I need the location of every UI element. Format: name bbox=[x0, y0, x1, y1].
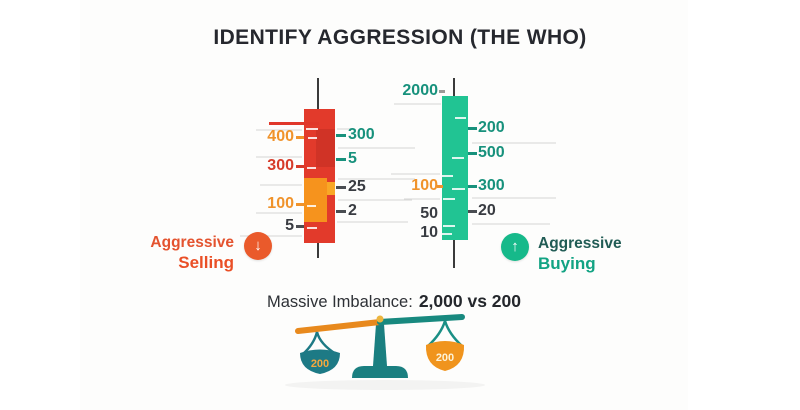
bar-tick bbox=[442, 233, 452, 235]
sell-qty-400: 400 bbox=[267, 128, 294, 145]
bar-tick bbox=[307, 205, 316, 207]
aggressive-buying-line2: Buying bbox=[538, 254, 596, 274]
sell-price-line bbox=[269, 122, 319, 125]
left-pan-bowl bbox=[300, 349, 340, 374]
guide-line bbox=[256, 156, 302, 158]
buy-qty-10: 10 bbox=[420, 224, 438, 241]
bar-tick bbox=[307, 167, 316, 169]
imbalance-value: 2,000 vs 200 bbox=[418, 291, 521, 311]
sell-orange-strip bbox=[327, 182, 335, 195]
sell-qty-300: 300 bbox=[267, 157, 294, 174]
imbalance-label: Massive Imbalance: bbox=[267, 293, 413, 311]
buy-qty-50: 50 bbox=[420, 205, 438, 222]
bar-tick bbox=[455, 117, 466, 119]
guide-line bbox=[472, 223, 550, 225]
aggressive-buying-label: Aggressive Buying bbox=[538, 234, 622, 275]
buy-qty-100: 100 bbox=[411, 177, 438, 194]
guide-line bbox=[337, 221, 408, 223]
scale-post bbox=[373, 324, 387, 366]
down-arrow-icon: ↓ bbox=[244, 232, 272, 260]
buy-resp-20: 20 bbox=[478, 202, 496, 219]
tick-mark bbox=[296, 225, 304, 228]
sell-resp-5: 5 bbox=[348, 150, 357, 167]
up-arrow-icon: ↑ bbox=[501, 233, 529, 261]
sell-qty-100: 100 bbox=[267, 195, 294, 212]
bar-tick bbox=[443, 225, 455, 227]
bar-tick bbox=[307, 227, 317, 229]
bar-tick bbox=[306, 128, 318, 130]
bar-tick bbox=[452, 157, 464, 159]
guide-line bbox=[404, 198, 440, 200]
tick-mark bbox=[439, 90, 445, 93]
beam-right-teal bbox=[377, 314, 465, 325]
sell-resp-300: 300 bbox=[348, 126, 375, 143]
tick-mark bbox=[437, 185, 443, 188]
sell-orange-segment bbox=[304, 178, 327, 222]
guide-line bbox=[472, 197, 556, 199]
bar-tick bbox=[442, 175, 453, 177]
right-pan-value: 200 bbox=[436, 352, 454, 364]
bar-tick bbox=[452, 188, 465, 190]
tick-mark bbox=[336, 134, 346, 137]
tick-mark bbox=[468, 185, 477, 188]
balance-scale: 200 200 bbox=[285, 314, 485, 390]
tick-mark bbox=[468, 152, 477, 155]
sell-dark-red-patch bbox=[316, 129, 335, 167]
beam-left-orange bbox=[295, 319, 383, 334]
guide-line bbox=[338, 147, 415, 149]
pivot-icon bbox=[376, 315, 384, 323]
guide-line bbox=[472, 142, 556, 144]
aggressive-selling-line2: Selling bbox=[178, 253, 234, 273]
buy-resp-300: 300 bbox=[478, 177, 505, 194]
sell-qty-5: 5 bbox=[285, 217, 294, 234]
guide-line bbox=[256, 129, 302, 131]
guide-line bbox=[260, 184, 302, 186]
sell-resp-2: 2 bbox=[348, 202, 357, 219]
tick-mark bbox=[336, 186, 346, 189]
tick-mark bbox=[296, 203, 304, 206]
page-title: IDENTIFY AGGRESSION (THE WHO) bbox=[213, 26, 587, 49]
left-pan-value: 200 bbox=[311, 358, 329, 370]
buy-qty-2000: 2000 bbox=[402, 82, 438, 99]
tick-mark bbox=[296, 136, 304, 139]
guide-line bbox=[394, 103, 441, 105]
imbalance-caption: Massive Imbalance: 2,000 vs 200 bbox=[0, 291, 794, 312]
guide-line bbox=[240, 235, 302, 237]
sell-candle-body bbox=[304, 109, 335, 243]
scale-shadow bbox=[285, 380, 485, 390]
bar-tick bbox=[443, 198, 455, 200]
aggressive-selling-label: Aggressive Selling bbox=[150, 233, 234, 274]
tick-mark bbox=[468, 210, 477, 213]
aggressive-selling-line1: Aggressive bbox=[150, 234, 234, 251]
sell-resp-25: 25 bbox=[348, 178, 366, 195]
tick-mark bbox=[336, 210, 346, 213]
bar-tick bbox=[308, 137, 317, 139]
buy-resp-500: 500 bbox=[478, 144, 505, 161]
guide-line bbox=[256, 212, 302, 214]
guide-line bbox=[338, 199, 412, 201]
tick-mark bbox=[468, 127, 477, 130]
guide-line bbox=[338, 178, 415, 180]
guide-line bbox=[337, 128, 353, 130]
scale-base bbox=[352, 366, 408, 378]
buy-candle-body bbox=[442, 96, 468, 240]
right-pan-bowl bbox=[425, 341, 465, 371]
aggressive-buying-line1: Aggressive bbox=[538, 235, 622, 252]
guide-line bbox=[391, 173, 440, 175]
tick-mark bbox=[336, 158, 346, 161]
buy-resp-200: 200 bbox=[478, 119, 505, 136]
tick-mark bbox=[296, 165, 304, 168]
